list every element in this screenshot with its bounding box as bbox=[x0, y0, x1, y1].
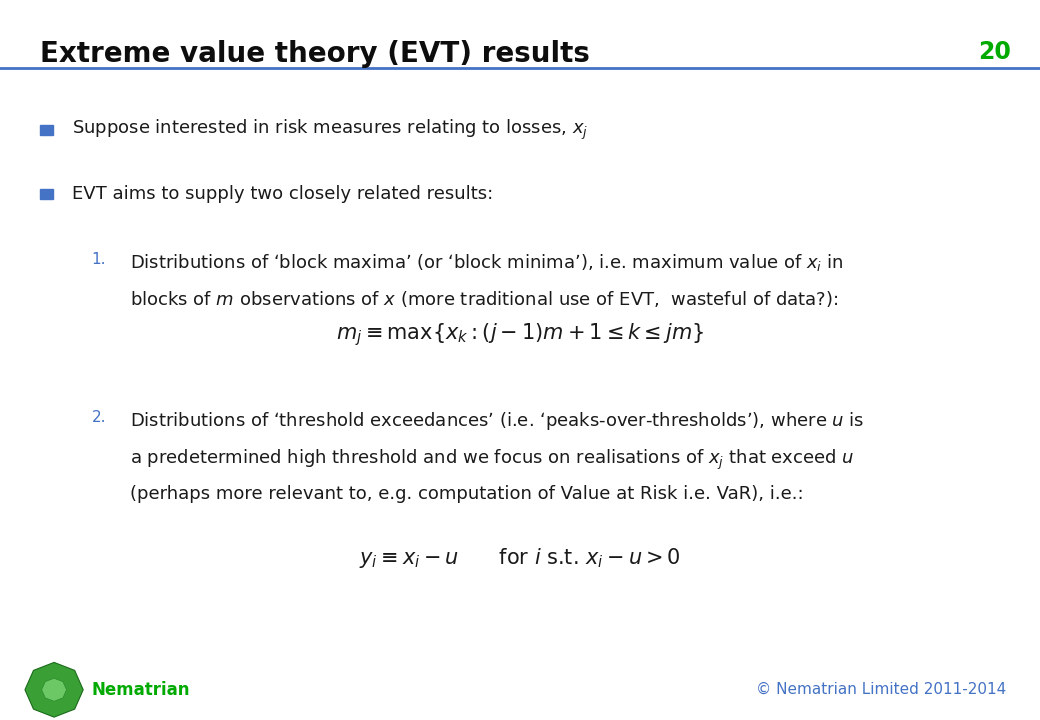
Text: Distributions of ‘threshold exceedances’ (i.e. ‘peaks-over-thresholds’), where $: Distributions of ‘threshold exceedances’… bbox=[130, 410, 864, 433]
Text: Distributions of ‘block maxima’ (or ‘block minima’), i.e. maximum value of $x_i$: Distributions of ‘block maxima’ (or ‘blo… bbox=[130, 252, 843, 273]
Text: EVT aims to supply two closely related results:: EVT aims to supply two closely related r… bbox=[72, 185, 493, 203]
Text: Extreme value theory (EVT) results: Extreme value theory (EVT) results bbox=[40, 40, 590, 68]
Polygon shape bbox=[25, 662, 83, 717]
FancyBboxPatch shape bbox=[40, 125, 53, 135]
Text: 2.: 2. bbox=[92, 410, 106, 426]
Polygon shape bbox=[42, 678, 67, 701]
Text: a predetermined high threshold and we focus on realisations of $x_j$ that exceed: a predetermined high threshold and we fo… bbox=[130, 448, 855, 472]
Text: (perhaps more relevant to, e.g. computation of Value at Risk i.e. VaR), i.e.:: (perhaps more relevant to, e.g. computat… bbox=[130, 485, 804, 503]
Text: Suppose interested in risk measures relating to losses, $x_j$: Suppose interested in risk measures rela… bbox=[72, 117, 588, 142]
Text: blocks of $m$ observations of $x$ (more traditional use of EVT,  wasteful of dat: blocks of $m$ observations of $x$ (more … bbox=[130, 289, 838, 310]
Text: 20: 20 bbox=[978, 40, 1011, 63]
Text: © Nematrian Limited 2011-2014: © Nematrian Limited 2011-2014 bbox=[756, 683, 1007, 697]
Text: $y_i \equiv x_i - u \qquad \text{for } i \text{ s.t. } x_i - u > 0$: $y_i \equiv x_i - u \qquad \text{for } i… bbox=[359, 546, 681, 570]
Text: $m_j \equiv \max\left\{x_k:\left(j-1\right)m+1\leq k\leq jm\right\}$: $m_j \equiv \max\left\{x_k:\left(j-1\rig… bbox=[336, 321, 704, 348]
FancyBboxPatch shape bbox=[40, 189, 53, 199]
Text: 1.: 1. bbox=[92, 252, 106, 267]
Text: Nematrian: Nematrian bbox=[92, 681, 190, 698]
